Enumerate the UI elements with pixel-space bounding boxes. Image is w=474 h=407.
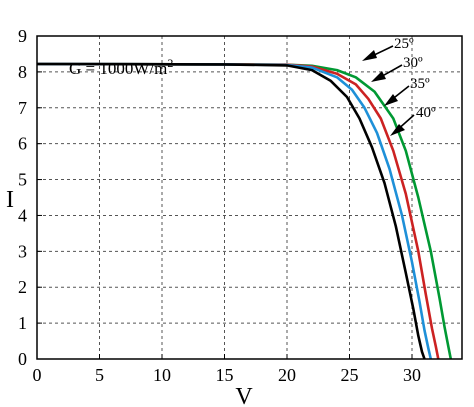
y-tick-label: 2 — [18, 277, 27, 297]
y-tick-label: 8 — [18, 62, 27, 82]
y-tick-label: 3 — [18, 241, 27, 261]
y-tick-label: 1 — [18, 313, 27, 333]
temp-arrows — [362, 45, 415, 136]
temp-label-40: 40º — [416, 105, 436, 121]
x-tick-label: 10 — [153, 365, 171, 385]
y-tick-label: 9 — [18, 26, 27, 46]
y-tick-label: 7 — [18, 98, 27, 118]
x-axis-label: V — [235, 384, 253, 407]
temp-label-30: 30º — [403, 55, 423, 71]
temp-label-35: 35º — [410, 76, 430, 92]
irradiance-annotation-sup: 2 — [167, 56, 173, 70]
tick-labels: 0 5 10 15 20 25 30 0 1 2 3 4 5 6 7 8 9 — [18, 26, 421, 385]
x-tick-label: 0 — [33, 365, 42, 385]
y-tick-label: 0 — [18, 349, 27, 369]
x-tick-label: 20 — [278, 365, 296, 385]
y-tick-label: 4 — [18, 205, 27, 225]
x-tick-label: 25 — [341, 365, 359, 385]
temp-arrowhead-25 — [362, 50, 377, 61]
temp-arrowhead-30 — [371, 71, 386, 82]
series-line-2 — [36, 62, 433, 360]
temp-arrowhead-35 — [384, 94, 398, 106]
temp-arrowhead-40 — [390, 124, 405, 136]
series-curves — [36, 62, 453, 360]
y-tick-label: 5 — [18, 170, 27, 190]
y-tick-label: 6 — [18, 134, 27, 154]
y-axis-label: I — [6, 187, 14, 213]
x-tick-label: 5 — [95, 365, 104, 385]
series-line-3 — [36, 62, 426, 360]
irradiance-annotation: G = 1000W/m2 — [69, 56, 173, 78]
irradiance-annotation-text: G = 1000W/m — [69, 59, 167, 78]
plot-frame — [36, 35, 463, 360]
x-tick-label: 15 — [216, 365, 234, 385]
x-tick-label: 30 — [403, 365, 421, 385]
temp-label-25: 25º — [394, 36, 414, 52]
